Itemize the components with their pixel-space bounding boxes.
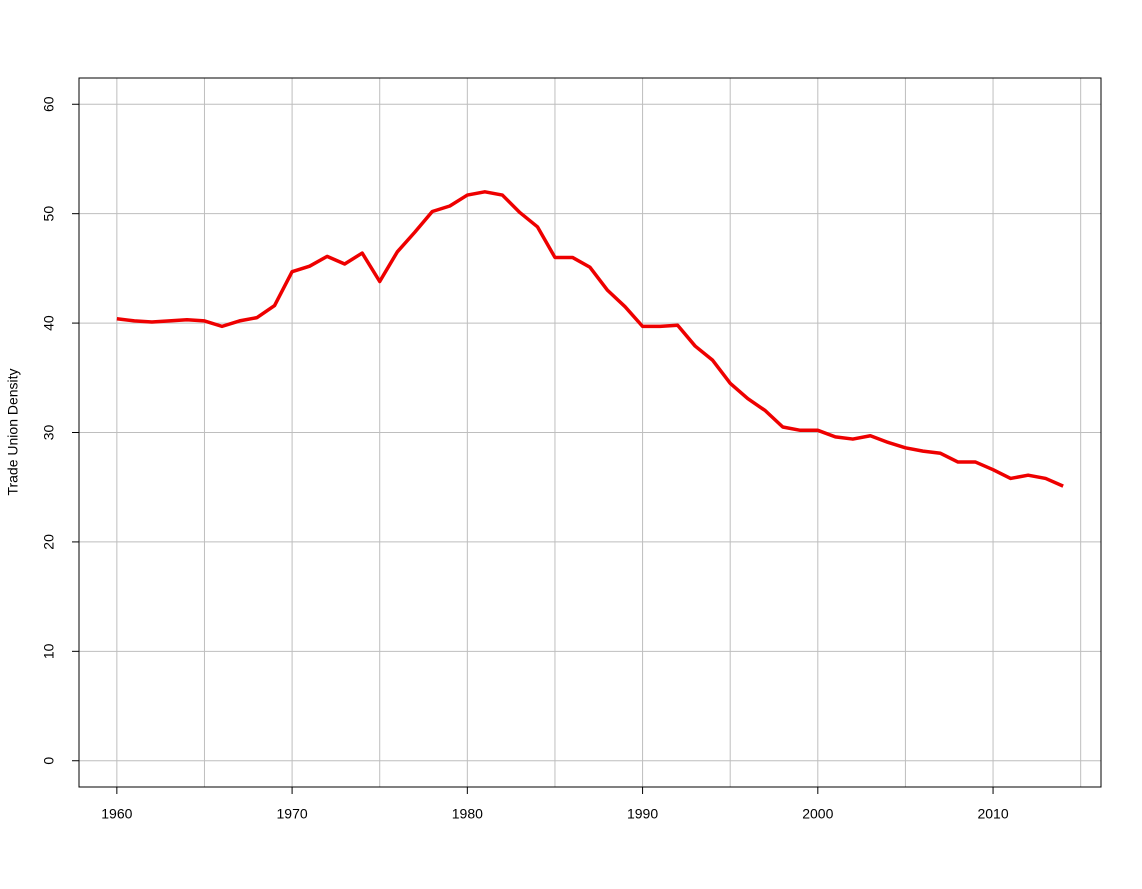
- y-tick-label: 0: [41, 757, 57, 765]
- x-tick-label: 1960: [101, 806, 132, 822]
- plot-frame: [78, 77, 1102, 788]
- x-tick-label: 1980: [452, 806, 483, 822]
- x-tick-label: 2010: [977, 806, 1008, 822]
- y-tick-label: 30: [41, 425, 57, 441]
- y-tick-label: 20: [41, 534, 57, 550]
- y-axis-label: Trade Union Density: [5, 368, 21, 495]
- x-tick-label: 1970: [277, 806, 308, 822]
- x-tick-label: 2000: [802, 806, 833, 822]
- y-tick-label: 10: [41, 643, 57, 659]
- x-tick-label: 1990: [627, 806, 658, 822]
- y-tick-label: 60: [41, 96, 57, 112]
- data-line: [116, 190, 1064, 488]
- y-tick-label: 40: [41, 315, 57, 331]
- y-tick-label: 50: [41, 206, 57, 222]
